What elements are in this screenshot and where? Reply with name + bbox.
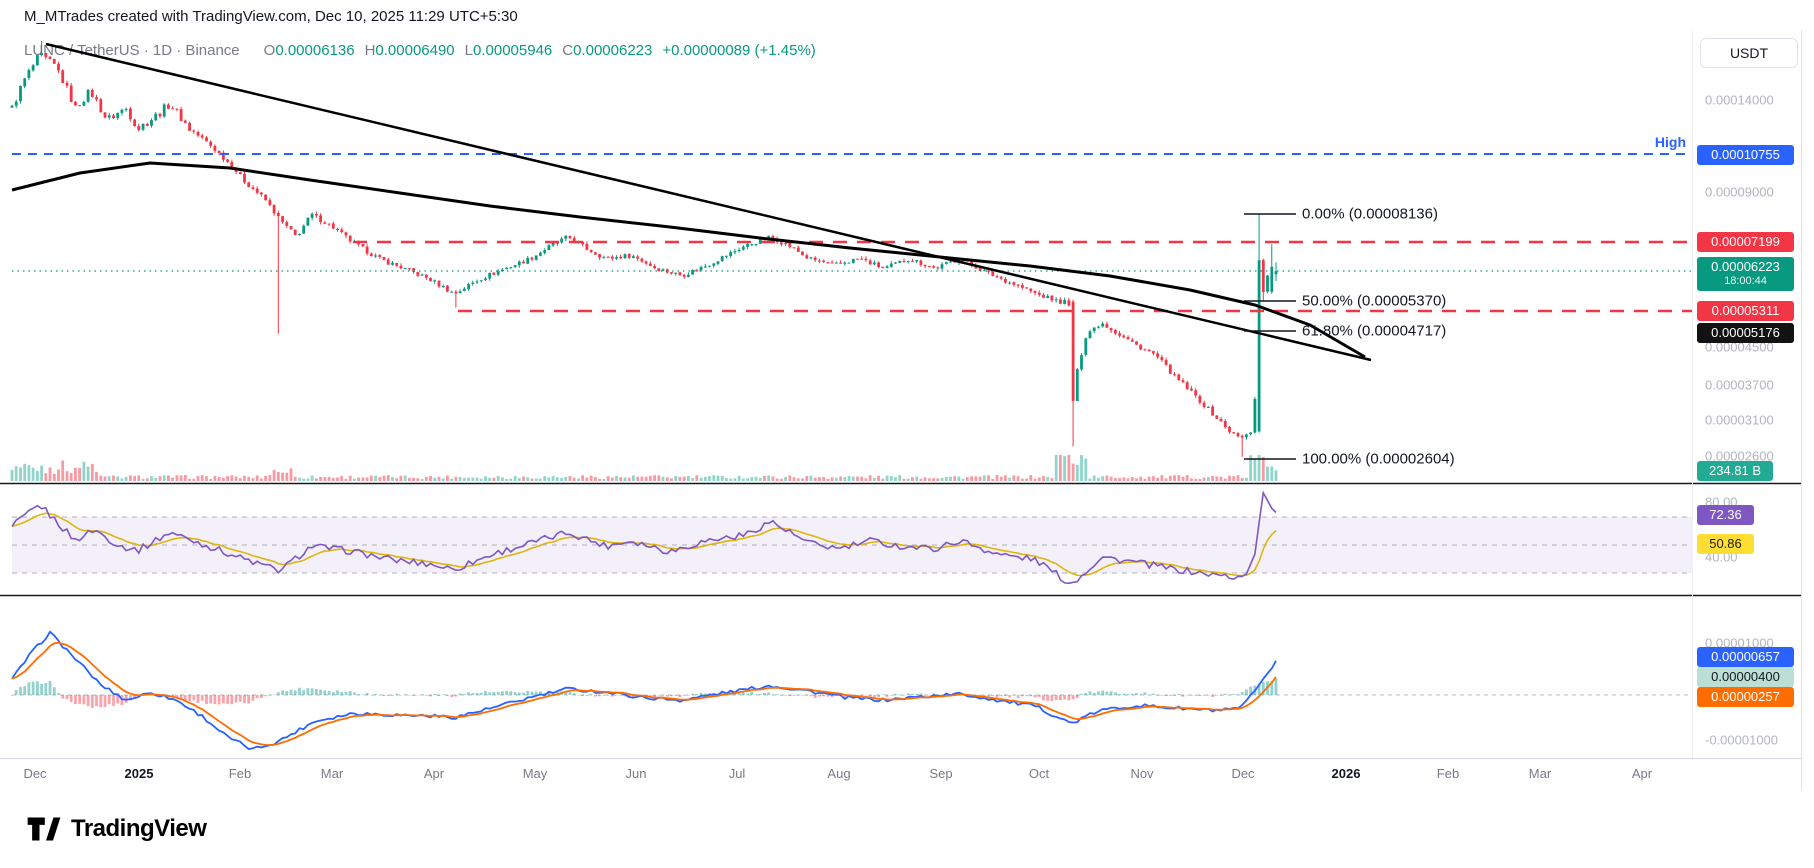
ohlc-value: 0.00006223 bbox=[573, 42, 653, 59]
descending-trendline bbox=[45, 42, 1372, 362]
ohlc-key: O bbox=[263, 42, 276, 59]
ohlc-values: O0.00006136 H0.00006490 L0.00005946 C0.0000… bbox=[254, 42, 653, 59]
change-value: +0.00000089 (+1.45%) bbox=[662, 42, 816, 59]
ohlc-value: 0.00005946 bbox=[473, 42, 553, 59]
rsi-line bbox=[11, 490, 1277, 585]
ohlc-key: C bbox=[562, 42, 574, 59]
tradingview-logo-text: TradingView bbox=[71, 815, 207, 842]
ohlc-value: 0.00006490 bbox=[375, 42, 455, 59]
attribution-text: M_MTrades created with TradingView.com, … bbox=[24, 8, 518, 25]
tradingview-logo[interactable]: TradingView bbox=[26, 814, 207, 844]
macd-signal-line bbox=[11, 641, 1277, 746]
ohlc-key: H bbox=[364, 42, 376, 59]
chart-surface[interactable] bbox=[0, 0, 1814, 800]
tradingview-logo-icon bbox=[27, 817, 61, 841]
symbol-title[interactable]: LUNC / TetherUS · 1D · Binance bbox=[24, 42, 240, 59]
currency-toggle-button[interactable]: USDT bbox=[1700, 38, 1798, 68]
symbol-bar[interactable]: LUNC / TetherUS · 1D · Binance O0.0000613… bbox=[24, 42, 816, 59]
ohlc-value: 0.00006136 bbox=[275, 42, 355, 59]
ohlc-key: L bbox=[464, 42, 473, 59]
macd-line bbox=[11, 630, 1277, 750]
moving-average-curve bbox=[11, 161, 1366, 359]
